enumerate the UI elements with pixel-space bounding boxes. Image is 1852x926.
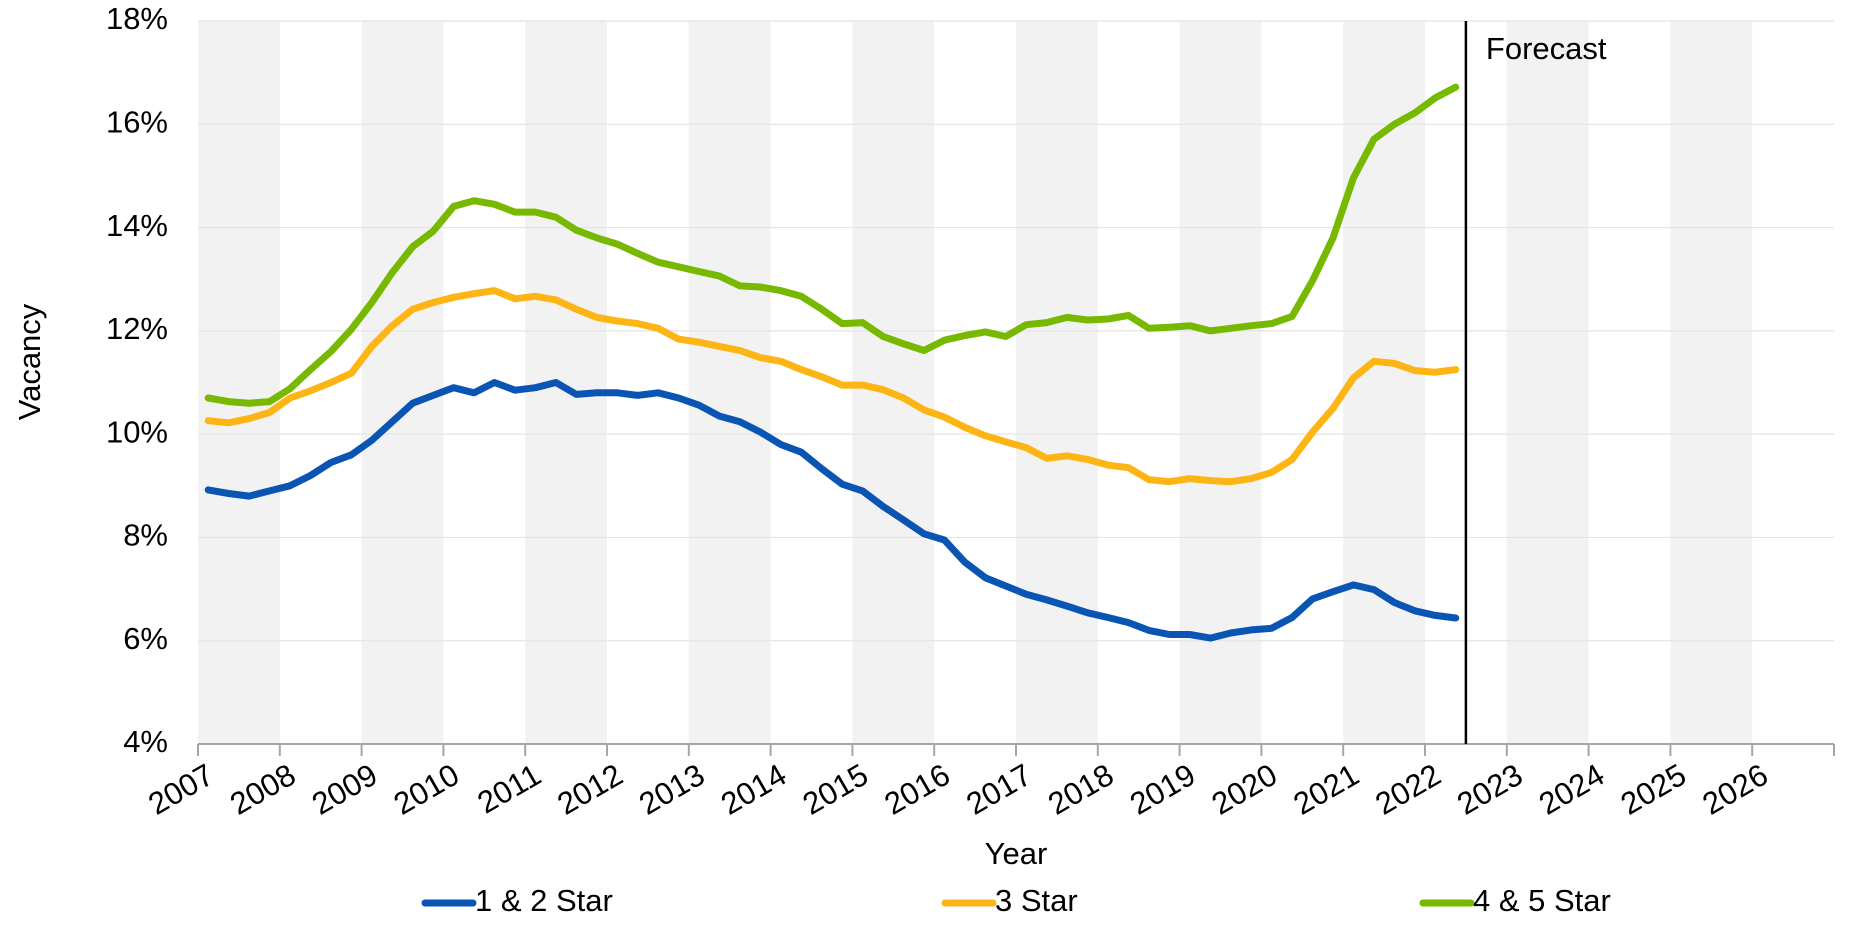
y-tick-label: 16% [106,104,168,139]
x-tick-label: 2016 [879,757,956,822]
y-tick-label: 18% [106,1,168,36]
year-band [361,21,444,744]
x-tick-label: 2020 [1206,757,1283,822]
legend-label: 3 Star [995,883,1078,918]
y-tick-label: 12% [106,311,168,346]
x-tick-label: 2011 [472,757,547,821]
x-tick-label: 2022 [1369,757,1446,822]
x-tick-label: 2023 [1451,757,1528,822]
x-tick-label: 2021 [1288,757,1365,822]
year-band [198,21,280,744]
x-tick-label: 2019 [1124,757,1201,822]
x-tick-label: 2017 [960,757,1037,822]
x-tick-label: 2009 [306,757,383,822]
x-tick-label: 2018 [1042,757,1119,822]
series-line [204,379,1460,642]
year-band [1179,21,1262,744]
x-tick-label: 2024 [1533,757,1610,822]
x-tick-label: 2008 [224,757,301,822]
y-tick-label: 14% [106,208,168,243]
annotation: Forecast [1486,31,1607,66]
x-tick-label: 2025 [1615,757,1692,822]
y-tick-label: 8% [123,518,168,553]
legend-label: 4 & 5 Star [1473,883,1611,918]
series-line [204,83,1460,407]
y-tick-label: 4% [123,724,168,759]
x-axis-label: Year [985,836,1048,871]
year-band [1506,21,1589,744]
y-axis-label: Vacancy [12,303,47,420]
y-tick-label: 10% [106,414,168,449]
year-bands [198,21,1753,744]
x-tick-label: 2026 [1697,757,1774,822]
x-tick-label: 2014 [715,757,792,822]
year-band [525,21,607,744]
x-tick-label: 2012 [551,757,628,822]
series-line [204,287,1460,486]
year-band [1343,21,1425,744]
year-band [1670,21,1753,744]
x-tick-label: 2013 [633,757,710,822]
y-tick-label: 6% [123,621,168,656]
x-tick-label: 2010 [388,757,465,822]
year-band [688,21,771,744]
x-tick-label: 2007 [142,757,219,822]
x-tick-label: 2015 [797,757,874,822]
year-band [1016,21,1098,744]
legend-label: 1 & 2 Star [475,883,613,918]
